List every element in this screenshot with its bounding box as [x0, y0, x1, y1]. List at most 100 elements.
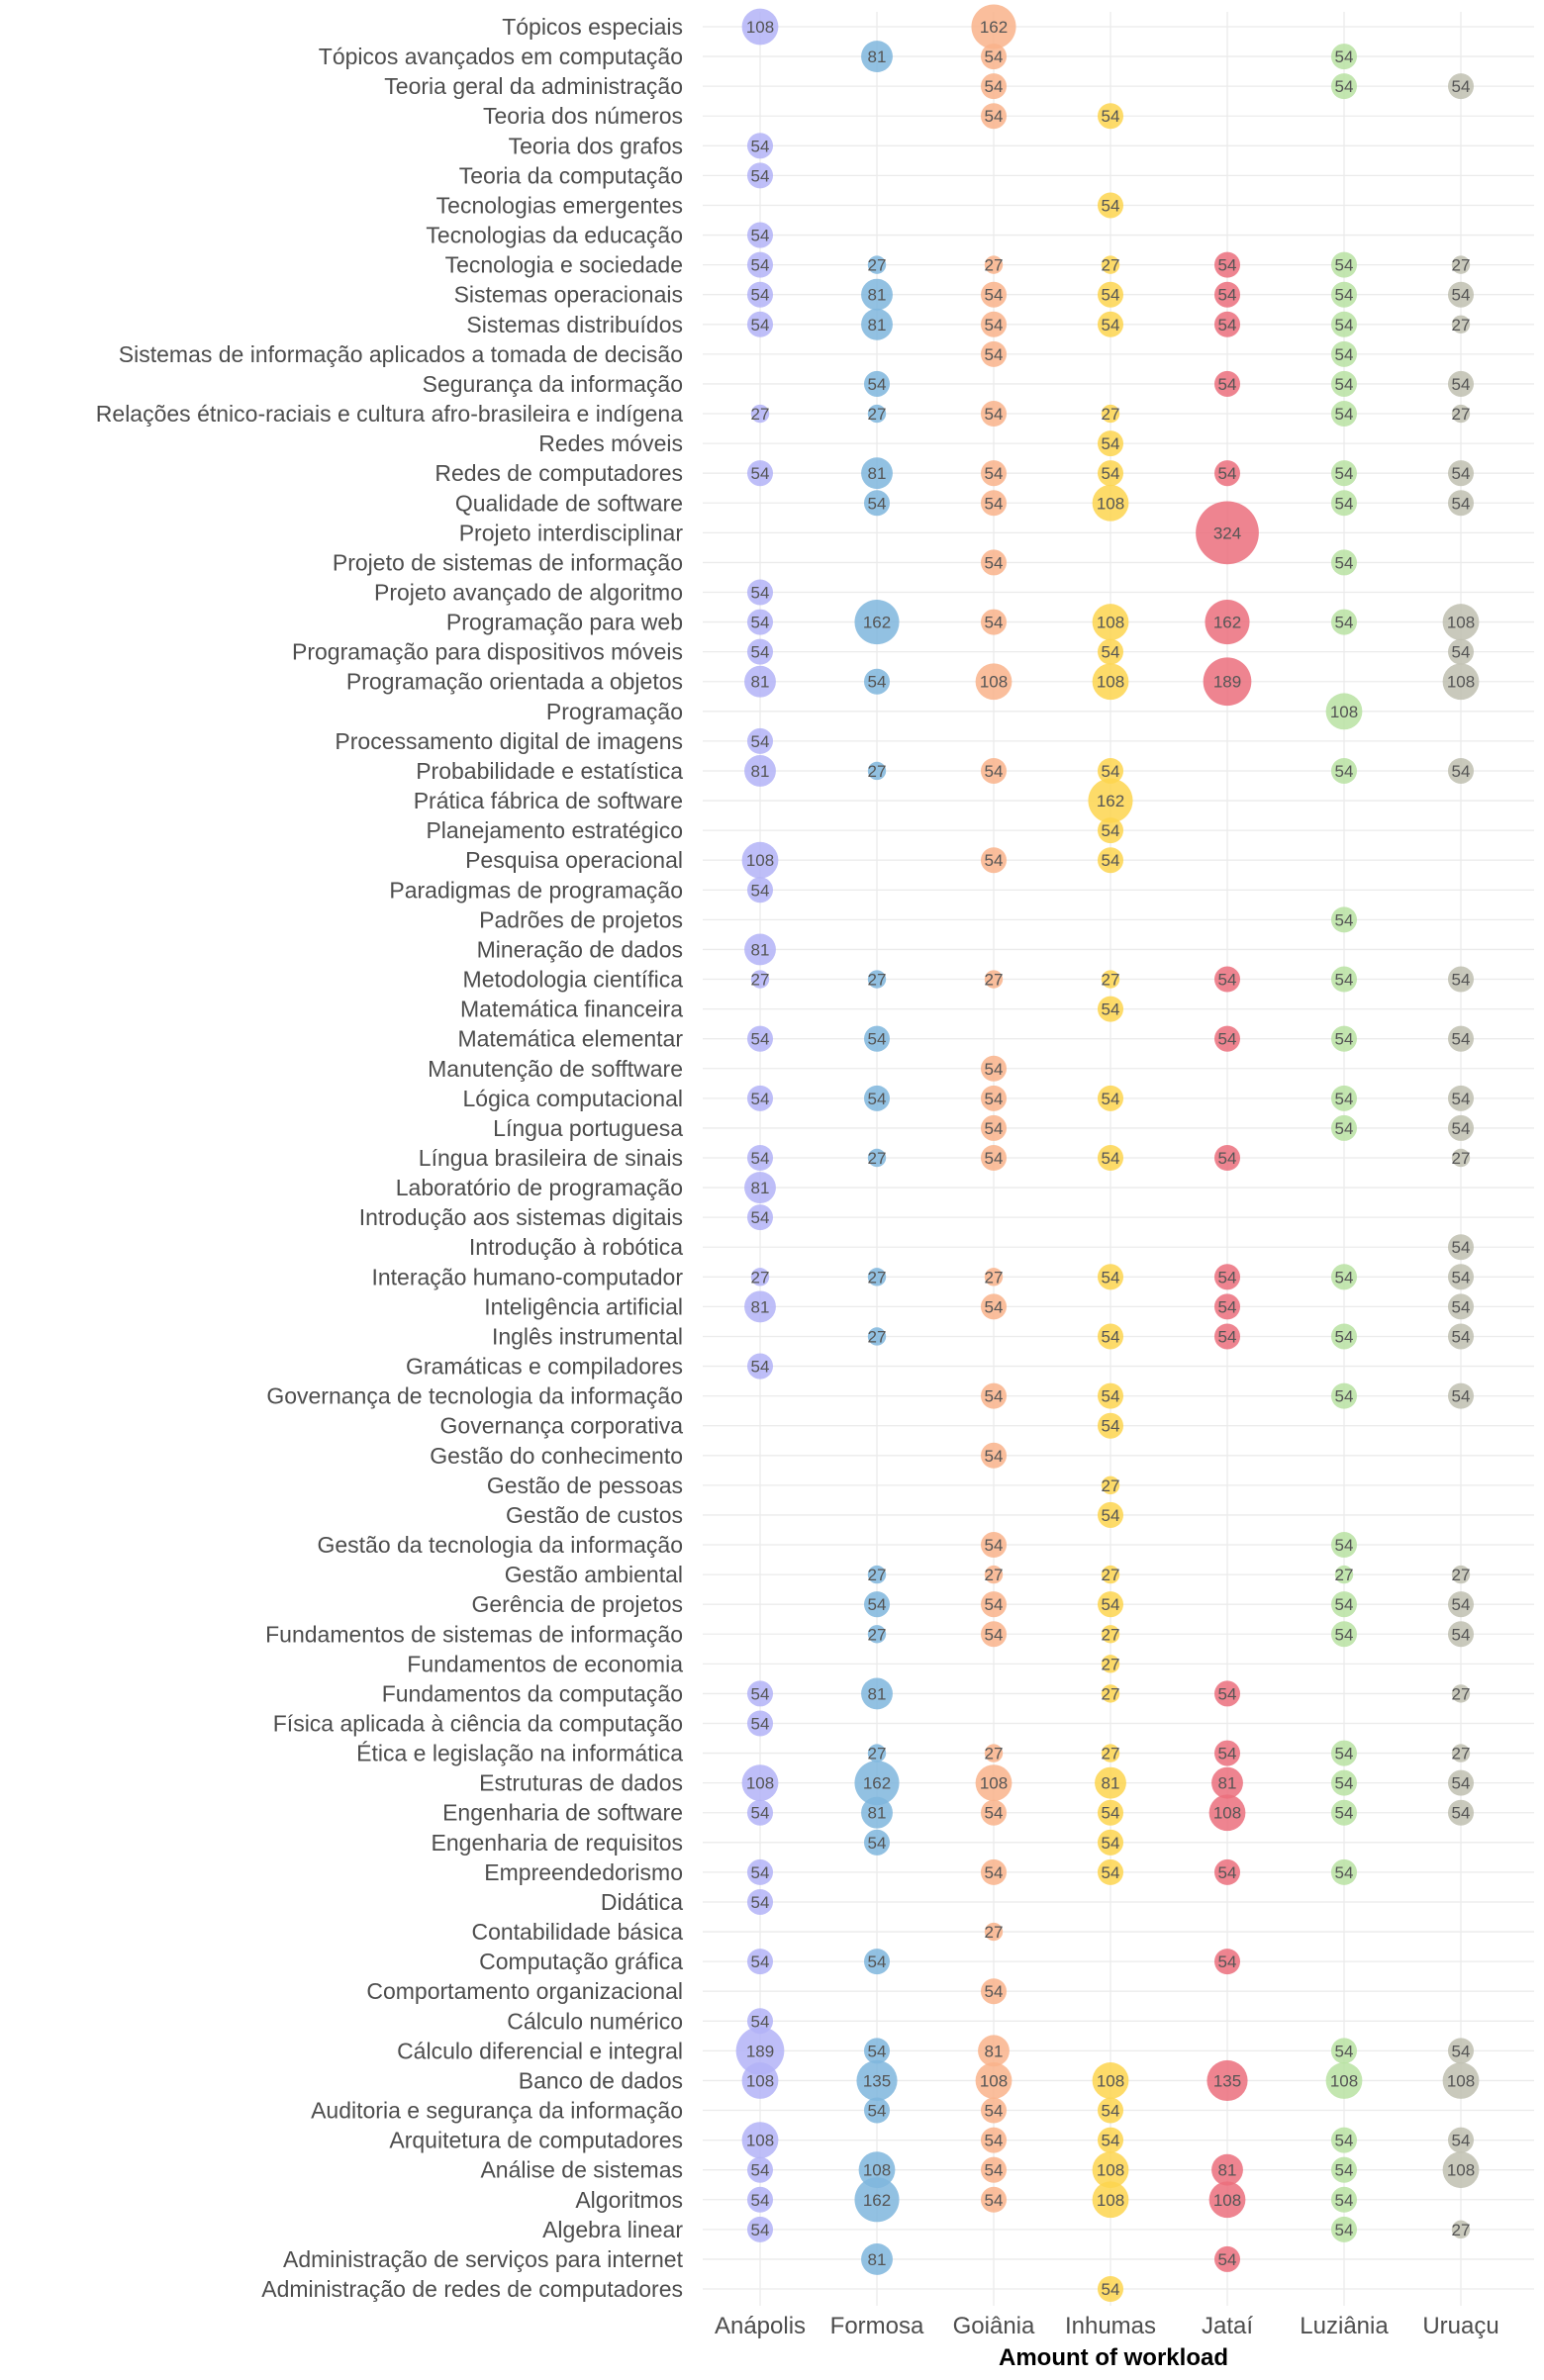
bubble — [1213, 966, 1241, 993]
bubble-label: 54 — [1218, 971, 1237, 990]
bubble — [863, 490, 891, 517]
y-tick-label: Programação para dispositivos móveis — [292, 639, 683, 665]
y-tick-label: Teoria geral da administração — [384, 73, 683, 99]
bubble — [746, 638, 774, 665]
bubble — [1097, 281, 1124, 308]
y-tick-label: Lógica computacional — [463, 1086, 683, 1111]
bubble-label: 54 — [1102, 1327, 1120, 1346]
bubble-label: 54 — [1218, 464, 1237, 483]
y-tick-label: Auditoria e segurança da informação — [311, 2098, 683, 2124]
y-tick-label: Gestão de pessoas — [487, 1473, 683, 1498]
bubble — [1208, 1794, 1246, 1832]
bubble — [1325, 2062, 1363, 2099]
bubble-label: 108 — [1097, 2071, 1124, 2090]
bubble-label: 54 — [1335, 614, 1354, 632]
bubble — [980, 44, 1008, 70]
bubble-label: 54 — [1218, 1268, 1237, 1286]
bubble — [1213, 1144, 1241, 1172]
bubble-label: 108 — [1330, 703, 1358, 721]
bubble — [1097, 1858, 1124, 1885]
bubble — [1213, 460, 1241, 487]
bubble — [1213, 1025, 1241, 1052]
bubble-label: 27 — [1452, 1684, 1471, 1703]
bubble — [863, 2097, 891, 2124]
bubble — [744, 665, 776, 698]
bubble-label: 54 — [985, 762, 1004, 781]
bubble-label: 81 — [868, 2250, 887, 2269]
bubble-label: 108 — [980, 1774, 1008, 1793]
bubble-label: 27 — [985, 256, 1004, 275]
bubble — [1330, 549, 1358, 576]
bubble — [980, 2186, 1008, 2213]
bubble-label: 54 — [868, 2042, 887, 2060]
bubble — [980, 1591, 1008, 1618]
y-tick-label: Qualidade de software — [455, 490, 683, 516]
bubble-label: 162 — [863, 1774, 891, 1793]
bubble — [1211, 1766, 1243, 1799]
bubble-label: 54 — [1452, 2042, 1471, 2060]
bubble-label: 108 — [980, 673, 1008, 692]
bubble-label: 54 — [751, 1090, 770, 1108]
bubble-label: 54 — [1452, 1030, 1471, 1049]
bubble-label: 81 — [751, 673, 770, 692]
bubble-label: 324 — [1213, 524, 1241, 542]
bubble-label: 27 — [1102, 1745, 1120, 1763]
y-tick-label: Cálculo numérico — [507, 2008, 683, 2034]
bubble-label: 27 — [1452, 256, 1471, 275]
bubble — [1447, 1264, 1475, 1290]
bubble-label: 54 — [1102, 1804, 1120, 1823]
bubble-label: 27 — [985, 1923, 1004, 1942]
bubble-label: 54 — [1218, 1952, 1237, 1971]
bubble-label: 54 — [1335, 1119, 1354, 1138]
bubble — [1213, 1323, 1241, 1350]
bubble — [1330, 1740, 1358, 1766]
bubble-label: 54 — [1335, 1030, 1354, 1049]
bubble — [1097, 1264, 1124, 1290]
bubble — [1097, 817, 1124, 844]
bubble — [744, 1172, 776, 1204]
bubble — [1330, 251, 1358, 278]
bubble-label: 27 — [868, 256, 887, 275]
bubble — [975, 663, 1013, 701]
y-tick-label: Inglês instrumental — [492, 1323, 683, 1349]
bubble-label: 54 — [1335, 2221, 1354, 2239]
bubble — [1213, 251, 1241, 278]
bubble — [1097, 311, 1124, 337]
y-tick-label: Programação orientada a objetos — [346, 669, 683, 695]
bubble-label: 54 — [1452, 1774, 1471, 1793]
bubble — [1330, 1621, 1358, 1648]
bubble — [863, 370, 891, 397]
bubble-label: 54 — [868, 1030, 887, 1049]
bubble — [984, 255, 1004, 274]
bubble — [980, 1085, 1008, 1111]
bubble-label: 54 — [868, 2102, 887, 2121]
bubble — [980, 1621, 1008, 1648]
bubble — [980, 340, 1008, 367]
bubble-label: 27 — [868, 405, 887, 424]
bubble-label: 54 — [1452, 1625, 1471, 1644]
bubble — [1213, 1740, 1241, 1766]
bubble — [984, 970, 1004, 989]
bubble — [1088, 778, 1133, 823]
bubble — [1213, 1264, 1241, 1290]
y-tick-label: Administração de redes de computadores — [261, 2276, 683, 2302]
y-tick-label: Redes móveis — [538, 430, 683, 456]
bubble — [1101, 1625, 1120, 1644]
bubbles: 108 162 81 54 54 54 54 54 54 54 54 54 54 54 54 27 27 27 54… — [735, 4, 1480, 2303]
bubble — [980, 847, 1008, 874]
bubble — [1330, 1591, 1358, 1618]
y-tick-label: Tecnologia e sociedade — [445, 252, 683, 278]
bubble — [750, 1268, 770, 1286]
bubble-label: 54 — [1452, 494, 1471, 513]
y-tick-label: Banco de dados — [519, 2067, 683, 2093]
bubble-label: 27 — [1102, 971, 1120, 990]
bubble — [1097, 1799, 1124, 1826]
bubble-label: 54 — [985, 1060, 1004, 1079]
bubble-label: 162 — [1213, 614, 1241, 632]
bubble — [863, 1025, 891, 1052]
bubble — [1205, 600, 1250, 645]
bubble-label: 54 — [1102, 1595, 1120, 1614]
bubble — [1330, 490, 1358, 517]
bubble-label: 108 — [746, 2071, 774, 2090]
bubble — [1097, 1323, 1124, 1350]
